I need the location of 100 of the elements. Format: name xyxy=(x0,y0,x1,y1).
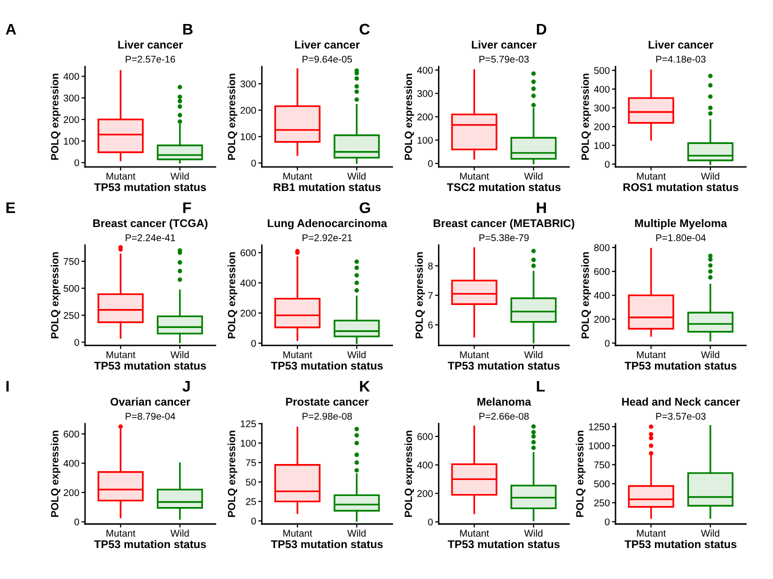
y-tick-label: 0 xyxy=(604,340,610,347)
x-tick-label: Mutant xyxy=(106,351,136,358)
y-tick-label: 200 xyxy=(417,114,433,120)
chart-title: Lung Adenocarcinoma xyxy=(268,219,388,230)
x-tick-label: Wild xyxy=(170,172,189,180)
y-tick-label: 200 xyxy=(240,106,256,114)
y-tick-label: 200 xyxy=(240,310,256,317)
y-tick-label: 125 xyxy=(240,420,256,428)
chart-subtitle: P=2.66e-08 xyxy=(479,412,529,420)
text: I xyxy=(6,381,9,392)
x-tick-label: Wild xyxy=(524,530,542,537)
text: B xyxy=(183,24,193,34)
x-tick-label: Mutant xyxy=(106,530,136,537)
y-tick-label: 300 xyxy=(240,80,256,88)
chart-title: Liver cancer xyxy=(472,40,536,49)
x-tick-label: Wild xyxy=(170,530,189,537)
y-tick-label: 250 xyxy=(64,312,80,319)
x-tick-label: Mutant xyxy=(637,530,666,537)
y-tick-label: 750 xyxy=(594,461,610,468)
x-tick-label: Wild xyxy=(700,351,720,358)
y-tick-label: 400 xyxy=(240,280,256,286)
text: G xyxy=(360,202,370,214)
text: F xyxy=(183,202,192,213)
y-axis-title: POLQ expression xyxy=(404,430,414,517)
x-tick-label: Wild xyxy=(347,351,366,358)
y-axis-title: POLQ expression xyxy=(228,430,238,517)
y-tick-label: 200 xyxy=(594,316,610,323)
x-axis-title: TP53 mutation status xyxy=(271,361,383,370)
y-tick-label: 400 xyxy=(417,66,433,74)
y-tick-label: 0 xyxy=(251,160,256,167)
y-tick-label: 600 xyxy=(417,433,433,440)
x-axis-title: TP53 mutation status xyxy=(448,361,560,370)
chart-title: Melanoma xyxy=(477,398,532,406)
chart-title: Ovarian cancer xyxy=(110,398,190,406)
x-tick-label: Wild xyxy=(347,172,366,180)
chart-subtitle: P=4.18e-03 xyxy=(656,56,706,63)
x-axis-title: RB1 mutation status xyxy=(274,182,381,192)
x-axis-title: TP53 mutation status xyxy=(624,540,736,548)
y-tick-label: 400 xyxy=(594,86,610,93)
y-tick-label: 100 xyxy=(64,138,80,145)
x-tick-label: Wild xyxy=(524,351,542,358)
y-axis-title: POLQ expression xyxy=(404,74,414,160)
y-axis-title: POLQ expression xyxy=(50,430,60,517)
x-tick-label: Mutant xyxy=(637,172,666,180)
y-tick-label: 300 xyxy=(594,104,610,112)
x-axis-title: TP53 mutation status xyxy=(94,182,206,192)
y-axis-title: POLQ expression xyxy=(50,74,60,160)
chart-title: Liver cancer xyxy=(118,40,183,49)
y-tick-label: 600 xyxy=(240,249,256,256)
y-tick-label: 600 xyxy=(64,430,80,438)
x-tick-label: Wild xyxy=(700,172,720,180)
y-axis-title: POLQ expression xyxy=(415,252,425,338)
y-tick-label: 200 xyxy=(417,490,433,498)
chart-title: Head and Neck cancer xyxy=(622,398,740,406)
y-tick-label: 1250 xyxy=(589,423,610,430)
y-axis-title: POLQ expression xyxy=(576,430,586,517)
chart-subtitle: P=2.57e-16 xyxy=(126,56,176,63)
y-tick-label: 0 xyxy=(251,518,256,524)
y-axis-title: POLQ expression xyxy=(581,74,591,160)
x-tick-label: Mutant xyxy=(460,351,490,358)
y-tick-label: 300 xyxy=(64,94,80,102)
y-tick-label: 0 xyxy=(604,518,610,526)
y-tick-label: 200 xyxy=(594,123,610,130)
y-tick-label: 400 xyxy=(417,462,433,469)
chart-subtitle: P=9.64e-05 xyxy=(302,56,352,63)
y-tick-label: 50 xyxy=(246,478,256,486)
chart-subtitle: P=2.98e-08 xyxy=(302,412,352,420)
chart-title: Breast cancer (METABRIC) xyxy=(434,219,574,230)
x-axis-title: TSC2 mutation status xyxy=(446,182,561,192)
y-tick-label: 100 xyxy=(240,440,256,447)
y-tick-label: 7 xyxy=(428,292,433,299)
y-tick-label: 0 xyxy=(74,518,80,526)
y-axis-title: POLQ expression xyxy=(228,252,238,338)
y-tick-label: 500 xyxy=(64,285,80,292)
chart-title: Multiple Myeloma xyxy=(635,219,728,230)
chart-title: Breast cancer (TCGA) xyxy=(93,219,208,230)
y-tick-label: 500 xyxy=(594,67,610,74)
x-axis-title: TP53 mutation status xyxy=(94,361,206,370)
x-tick-label: Mutant xyxy=(283,172,312,180)
chart-title: Prostate cancer xyxy=(286,398,369,406)
y-tick-label: 800 xyxy=(594,244,610,252)
text: H xyxy=(536,202,546,213)
y-tick-label: 0 xyxy=(251,340,256,347)
x-axis-title: ROS1 mutation status xyxy=(623,182,738,192)
text: L xyxy=(536,381,545,392)
text: E xyxy=(6,202,16,213)
y-tick-label: 600 xyxy=(594,268,610,276)
y-tick-label: 25 xyxy=(246,498,256,506)
y-tick-label: 750 xyxy=(64,258,80,265)
x-tick-label: Wild xyxy=(347,530,366,537)
text: A xyxy=(6,24,16,34)
y-tick-label: 400 xyxy=(63,460,80,467)
y-tick-label: 8 xyxy=(428,262,433,270)
chart-subtitle: P=1.80e-04 xyxy=(656,234,706,242)
y-tick-label: 100 xyxy=(240,133,256,140)
chart-subtitle: P=3.57e-03 xyxy=(656,412,706,420)
y-tick-label: 400 xyxy=(594,292,610,299)
x-axis-title: TP53 mutation status xyxy=(271,540,383,548)
y-tick-label: 0 xyxy=(428,518,433,526)
y-tick-label: 250 xyxy=(594,499,610,506)
